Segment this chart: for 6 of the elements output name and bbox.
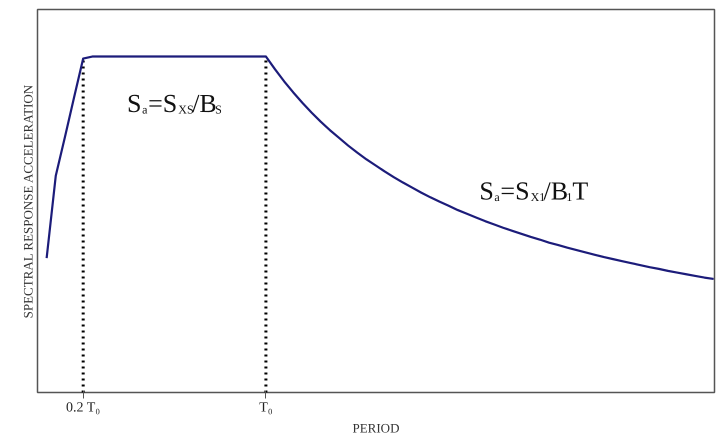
x-axis-title: PERIOD [352,420,400,436]
x-tick-label: T₀ [259,400,273,416]
annotation: Sa=SX1/B1T [479,176,588,206]
annotation: Sa=SXS/BS [127,89,222,118]
x-tick-label: 0.2 T₀ [66,400,100,416]
y-axis-title: SPECTRAL RESPONSE ACCELERATION [20,84,36,318]
